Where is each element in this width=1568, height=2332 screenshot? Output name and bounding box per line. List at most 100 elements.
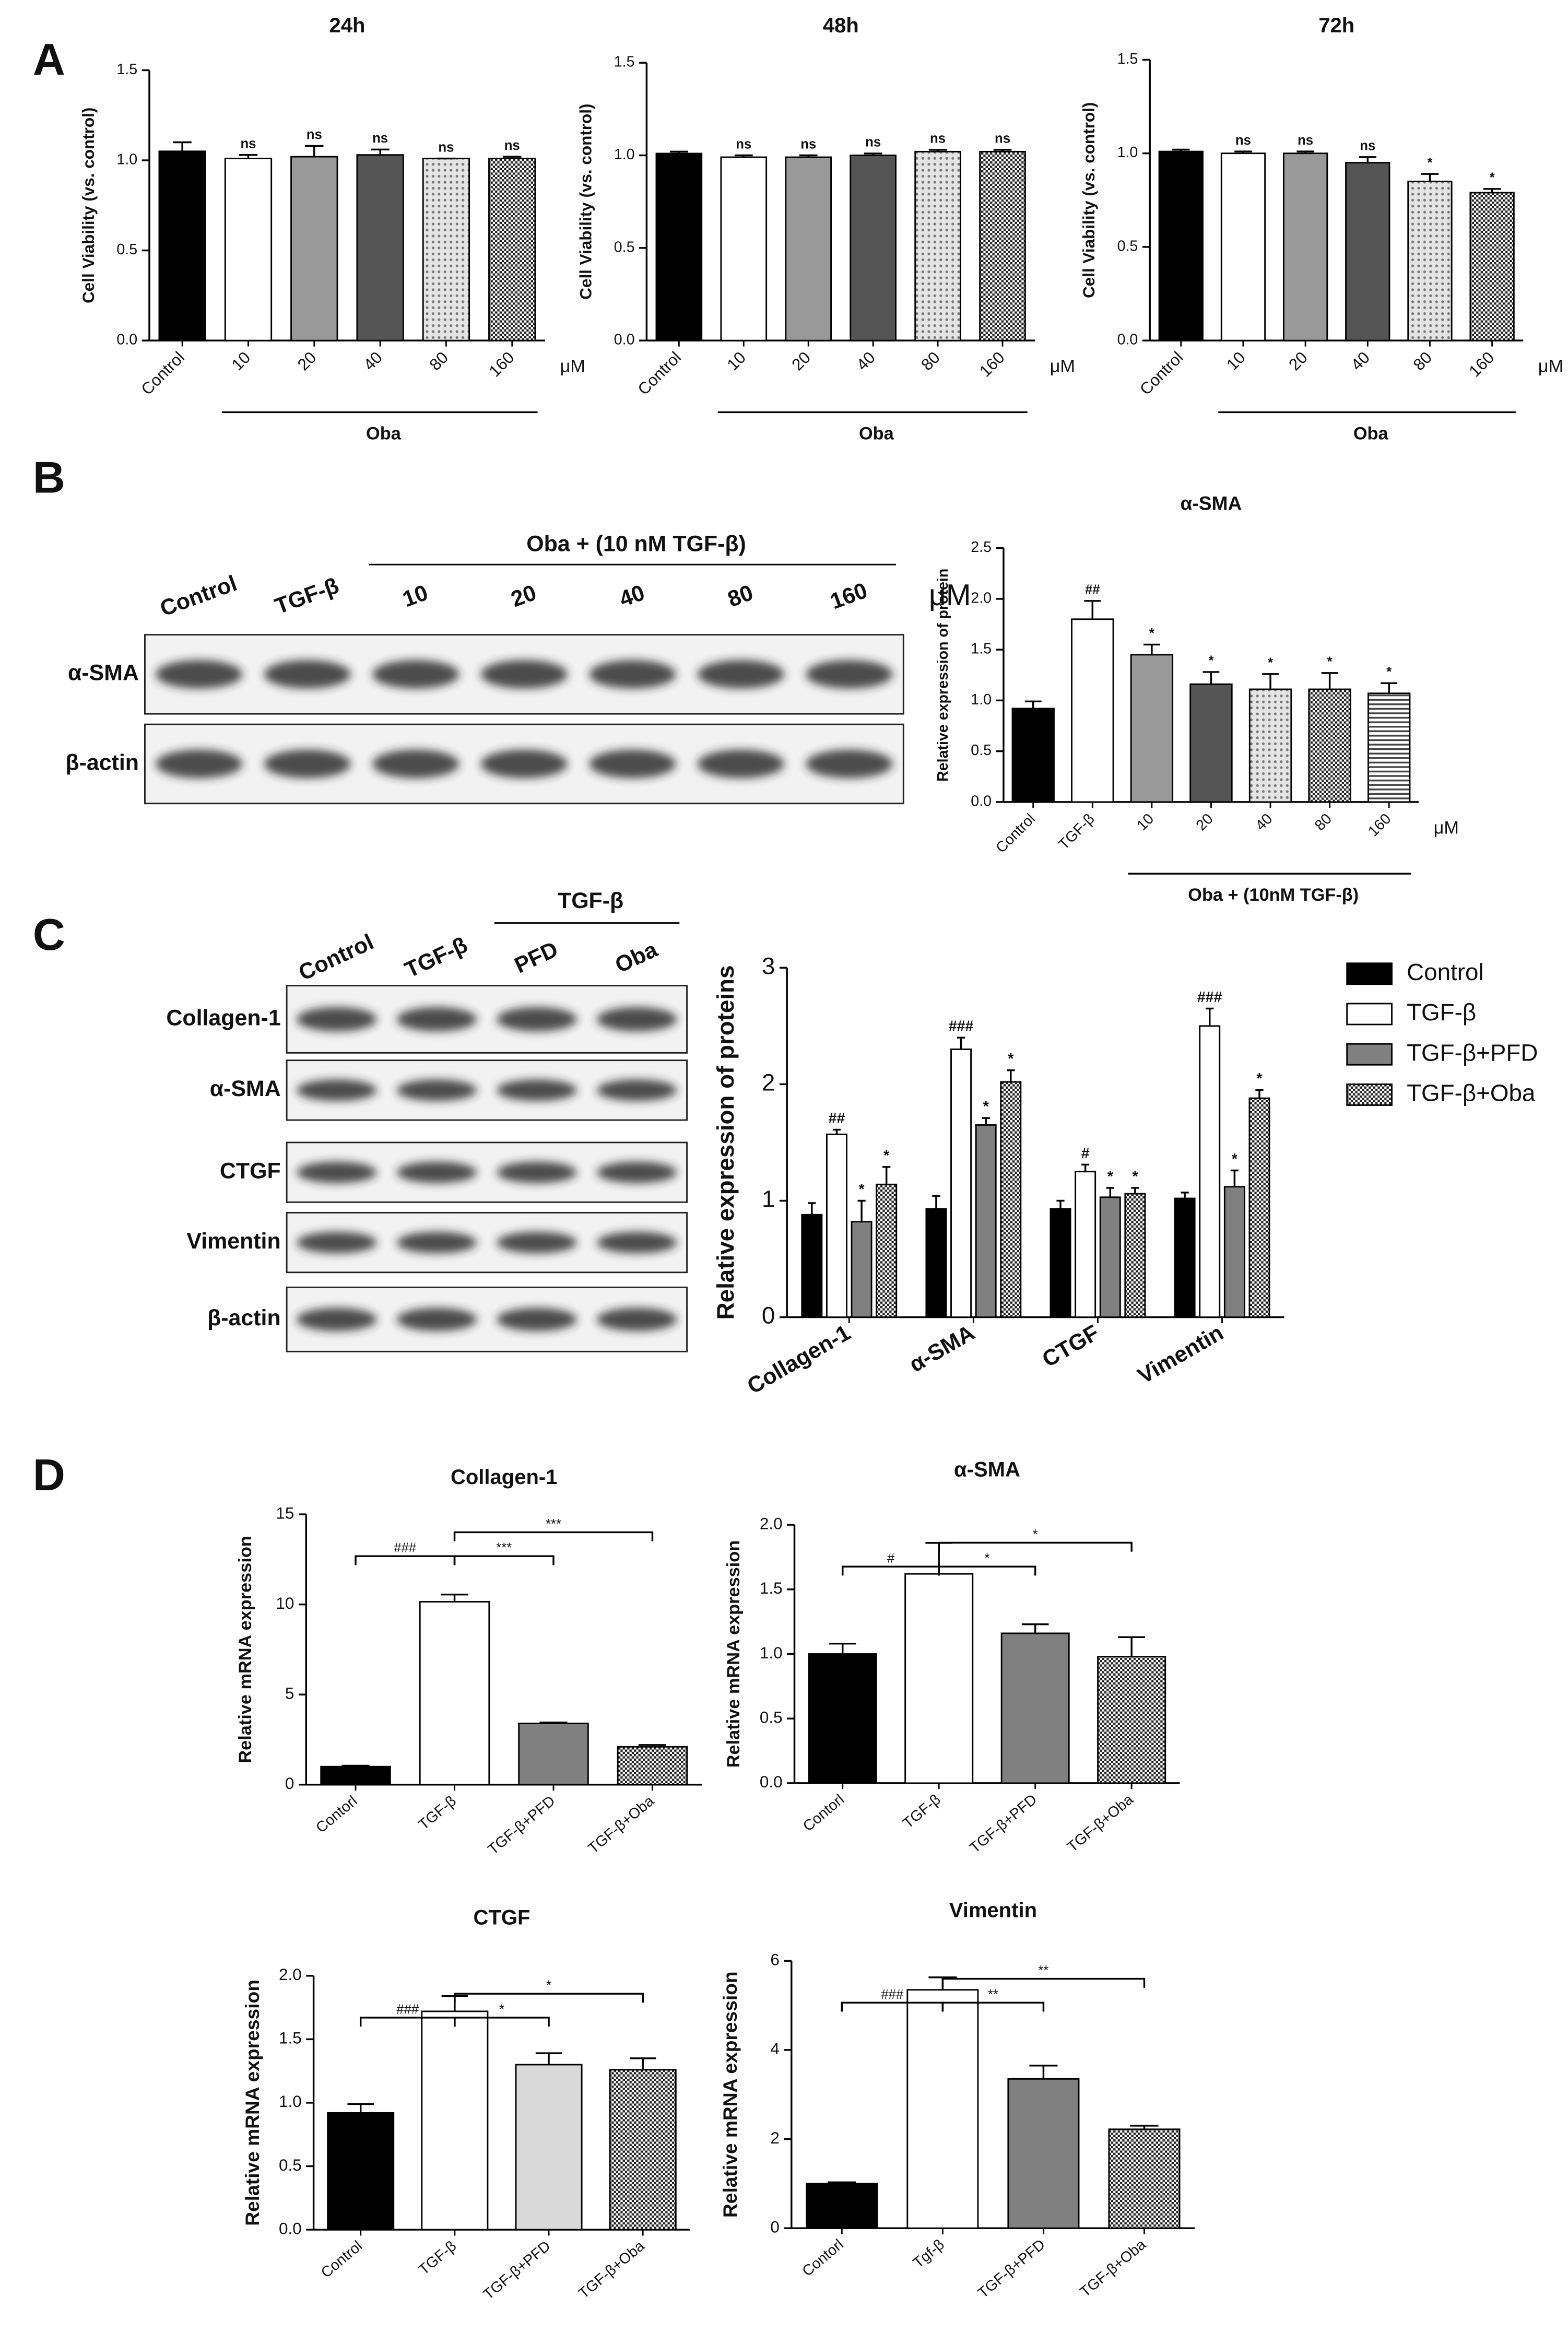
lane-label: 80: [724, 580, 756, 612]
x-tick-label: TGF-β: [1055, 810, 1098, 853]
error-bar: [1255, 1089, 1264, 1099]
y-tick-label: 1.5: [760, 1579, 783, 1597]
blot-band: [589, 749, 676, 779]
blot-band: [396, 1007, 477, 1032]
x-tick-label: TGF-β+PFD: [975, 2236, 1048, 2301]
error-bar: [503, 156, 522, 159]
y-tick-label: 0.0: [116, 332, 137, 348]
y-axis-label: Cell Viability (vs. control): [1080, 102, 1098, 298]
panel-label: C: [33, 910, 65, 960]
bar: [422, 158, 470, 341]
x-tick-label: 10: [724, 348, 749, 374]
significance-label: ##: [829, 1110, 845, 1127]
significance-bracket: [453, 1555, 555, 1565]
error-bar: [1021, 1623, 1049, 1633]
blot-band: [806, 660, 893, 689]
blot-band: [497, 1079, 577, 1101]
y-tick-label: 15: [276, 1504, 294, 1522]
y-tick-label: 0.0: [760, 1773, 783, 1791]
error-bar: [1131, 1187, 1139, 1194]
error-bar: [882, 1166, 891, 1185]
bar: [1220, 152, 1266, 341]
significance-label: ns: [800, 137, 816, 151]
significance-bracket: [938, 1565, 1036, 1576]
bar: [851, 1221, 873, 1318]
lane-label: PFD: [511, 937, 562, 979]
blot-band: [480, 660, 568, 689]
bar: [906, 1989, 979, 2229]
bracket-label: ###: [881, 1987, 904, 2002]
significance-label: ns: [736, 137, 751, 151]
bracket-label: ***: [546, 1517, 561, 1532]
error-bar: [341, 1764, 370, 1767]
legend-swatch: [1346, 1003, 1393, 1026]
blot-band: [396, 1079, 477, 1101]
error-bar: [371, 148, 390, 155]
lane-label: 10: [399, 580, 431, 612]
group-label: Oba + (10nM TGF-β): [1188, 885, 1359, 905]
y-tick-label: 1.0: [116, 151, 137, 168]
significance-bracket: [938, 1541, 1133, 1552]
bar: [979, 150, 1026, 341]
significance-label: ns: [865, 135, 881, 150]
x-tick-label: Control: [318, 2237, 366, 2281]
x-tick-label: 20: [1285, 348, 1311, 374]
bracket-label: *: [546, 1978, 551, 1993]
row-label: α-SMA: [68, 661, 139, 686]
bracket-label: *: [1033, 1527, 1038, 1542]
y-tick-label: 2: [762, 1069, 775, 1096]
error-bar: [1056, 1199, 1065, 1209]
chart-title: Collagen-1: [451, 1466, 558, 1489]
y-tick-label: 1.5: [614, 54, 635, 70]
x-tick-label: TGF-β+PFD: [966, 1791, 1040, 1856]
y-tick-label: 1.0: [614, 146, 635, 163]
legend-label: TGF-β+PFD: [1407, 1039, 1538, 1066]
significance-bracket: [355, 1555, 456, 1565]
chart-title: 24h: [329, 14, 365, 37]
y-tick-label: 0: [770, 2218, 780, 2236]
y-tick-label: 4: [770, 2040, 780, 2058]
bar: [327, 2112, 395, 2231]
blot-band: [297, 1007, 377, 1032]
x-tick-label: TGF-β: [900, 1791, 944, 1832]
blot-band: [297, 1231, 377, 1254]
y-tick-label: 0.5: [1117, 238, 1138, 254]
error-bar: [1483, 188, 1501, 193]
y-tick-label: 1.0: [760, 1644, 783, 1662]
x-tick-label: TGF-β+PFD: [485, 1793, 559, 1858]
blot-band: [264, 660, 351, 689]
error-bar: [535, 2052, 562, 2065]
bar: [1050, 1208, 1071, 1318]
bar: [655, 152, 703, 341]
blot-band: [396, 1231, 477, 1254]
bar: [785, 156, 832, 341]
chart-title: Vimentin: [949, 1899, 1037, 1922]
significance-label: #: [1081, 1145, 1090, 1162]
bracket-label: #: [887, 1551, 895, 1566]
bar: [1075, 1171, 1097, 1318]
significance-label: *: [1149, 626, 1154, 641]
row-label: β-actin: [65, 750, 139, 775]
group-label: Oba: [366, 423, 402, 443]
y-tick-label: 2.0: [760, 1514, 783, 1533]
blot-band: [697, 660, 784, 689]
error-bar: [734, 154, 753, 158]
y-tick-label: 0: [285, 1774, 294, 1793]
error-bar: [1081, 1163, 1090, 1172]
legend-swatch: [1346, 962, 1393, 985]
bar: [1124, 1193, 1146, 1318]
bar: [806, 2183, 878, 2229]
bar: [320, 1765, 391, 1786]
error-bar: [1084, 600, 1101, 619]
blot-band: [597, 1161, 677, 1183]
blot-band: [372, 749, 459, 779]
bar: [950, 1049, 972, 1318]
lane-label: Oba: [611, 937, 662, 978]
x-tick-label: TGF-β+PFD: [480, 2237, 554, 2303]
blot-band: [497, 1231, 577, 1254]
bar: [826, 1133, 847, 1318]
x-tick-label: Collagen-1: [743, 1320, 855, 1399]
y-tick-label: 1: [762, 1186, 775, 1212]
unit-label: μM: [1538, 357, 1563, 376]
x-tick-label: Control: [1136, 348, 1186, 398]
